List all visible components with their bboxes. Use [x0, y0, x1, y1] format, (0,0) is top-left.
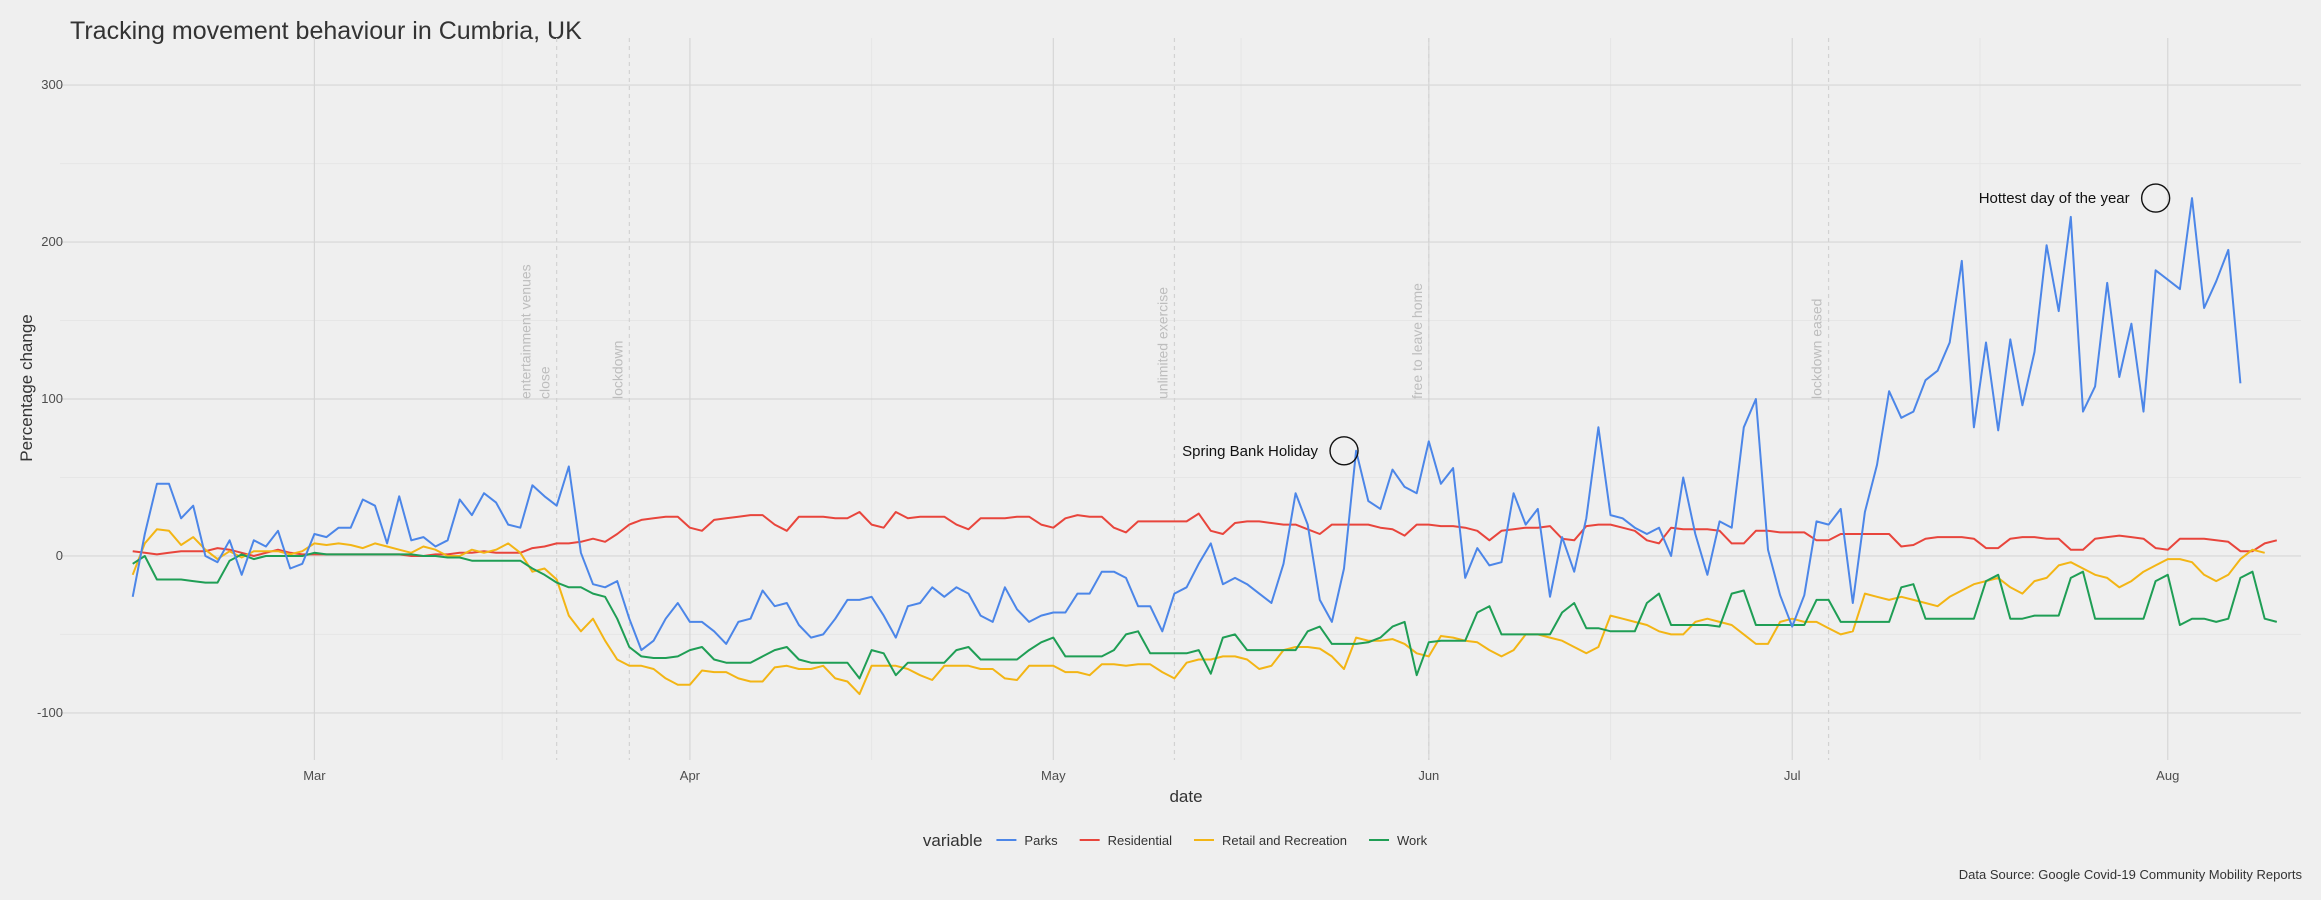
annotation-circle	[2140, 183, 2171, 213]
x-tick-label: Jun	[1418, 768, 1439, 783]
series-line-parks	[131, 197, 2242, 652]
y-tick-label: -100	[37, 705, 63, 720]
x-tick-label: Apr	[680, 768, 701, 783]
annotation-circle	[1329, 436, 1359, 466]
legend-label: Parks	[1024, 833, 1058, 848]
legend-label: Residential	[1108, 833, 1172, 848]
series-lines	[131, 197, 2278, 696]
event-label: unlimited exercise	[1154, 287, 1170, 399]
y-tick-label: 100	[41, 391, 63, 406]
series-line-work	[132, 551, 2278, 680]
y-tick-labels: -100 0 100 200 300	[37, 77, 63, 720]
series-line-retail-and-recreation	[131, 528, 2265, 696]
y-tick-label: 300	[41, 77, 63, 92]
event-label: close	[537, 366, 553, 399]
legend: variable Parks Residential Retail and Recre…	[923, 831, 1428, 850]
grid	[60, 38, 2301, 760]
annotations: Spring Bank Holiday Hottest day of the ye…	[1182, 183, 2171, 466]
x-tick-label: Mar	[303, 768, 326, 783]
x-tick-label: May	[1041, 768, 1066, 783]
annotation-label: Spring Bank Holiday	[1182, 443, 1318, 460]
x-tick-label: Aug	[2156, 768, 2179, 783]
legend-title: variable	[923, 831, 983, 850]
event-markers: entertainment venues close lockdown unlimit…	[518, 38, 1830, 760]
event-label: lockdown	[609, 341, 625, 399]
legend-label: Work	[1397, 833, 1428, 848]
chart-title: Tracking movement behaviour in Cumbria, …	[70, 17, 582, 45]
event-label: lockdown eased	[1809, 299, 1825, 399]
event-label: free to leave home	[1409, 283, 1425, 399]
event-label: entertainment venues	[518, 264, 534, 399]
x-tick-labels: Mar Apr May Jun Jul Aug	[303, 768, 2179, 783]
x-axis-label: date	[1169, 787, 1202, 806]
x-tick-label: Jul	[1784, 768, 1801, 783]
legend-label: Retail and Recreation	[1222, 833, 1347, 848]
caption: Data Source: Google Covid-19 Community M…	[1959, 867, 2303, 882]
annotation-label: Hottest day of the year	[1979, 190, 2130, 207]
y-tick-label: 200	[41, 234, 63, 249]
y-axis-label: Percentage change	[17, 314, 36, 461]
y-tick-label: 0	[56, 548, 63, 563]
